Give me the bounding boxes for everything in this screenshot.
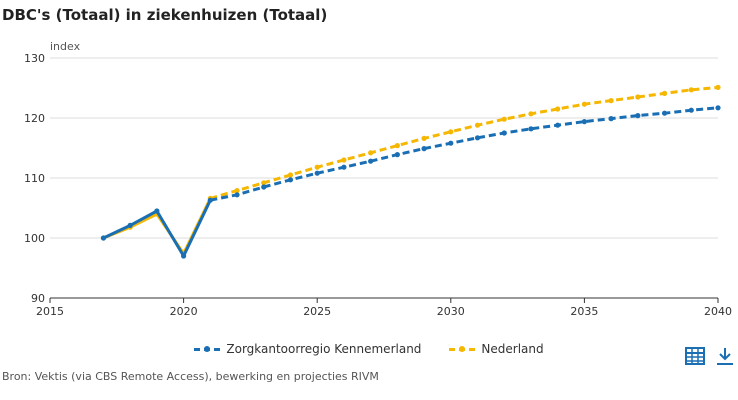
y-tick-label-120: 120: [24, 112, 45, 125]
x-tick-label-2020: 2020: [170, 305, 198, 318]
data-point-series-0-2035: [581, 119, 588, 125]
series-layer: [100, 84, 721, 259]
data-point-series-0-2023: [261, 184, 267, 190]
chart-area: 90 100 110 120 130 2015 2020 2025 2030 2035 2040 i…: [24, 40, 732, 318]
data-point-series-1-2025: [314, 164, 320, 170]
x-tick-label-2030: 2030: [437, 305, 465, 318]
gridlines: [50, 57, 718, 239]
data-point-series-0-2034: [555, 122, 561, 128]
y-tick-label-90: 90: [31, 292, 45, 305]
x-tick-label-2025: 2025: [303, 305, 331, 318]
table-icon[interactable]: [684, 345, 706, 367]
axes: 90 100 110 120 130 2015 2020 2025 2030 2035 2040: [24, 52, 732, 318]
source-note: Bron: Vektis (via CBS Remote Access), be…: [2, 370, 379, 383]
x-tick-label-2015: 2015: [36, 305, 64, 318]
data-point-series-0-2024: [287, 177, 294, 183]
y-tick-label-100: 100: [24, 232, 45, 245]
legend-label-series-1: Nederland: [481, 342, 544, 356]
data-point-series-1-2028: [394, 143, 400, 149]
legend-swatch-series-0: [194, 342, 221, 356]
data-point-series-1-2035: [581, 101, 588, 107]
data-point-series-1-2038: [661, 90, 668, 96]
data-point-series-0-2036: [608, 116, 614, 122]
series-line-projection-1: [209, 85, 719, 200]
data-point-series-1-2036: [608, 98, 614, 104]
data-point-series-1-2029: [421, 135, 427, 141]
chart-title: DBC's (Totaal) in ziekenhuizen (Totaal): [2, 6, 328, 24]
data-point-series-1-2033: [528, 111, 534, 117]
legend-label-series-0: Zorgkantoorregio Kennemerland: [226, 342, 422, 356]
data-point-series-0-2029: [421, 146, 427, 152]
data-point-series-0-2021: [207, 197, 213, 203]
data-point-series-0-2017: [100, 235, 107, 241]
data-point-series-0-2033: [528, 126, 534, 132]
data-point-series-1-2037: [635, 94, 641, 100]
data-point-series-1-2039: [688, 87, 694, 93]
y-tick-label-130: 130: [24, 52, 45, 65]
data-point-series-0-2020: [181, 253, 187, 259]
data-point-series-1-2026: [341, 157, 347, 163]
series-line-projection-0: [210, 106, 719, 202]
data-point-series-0-2022: [234, 192, 240, 198]
x-tick-label-2035: 2035: [570, 305, 598, 318]
data-point-series-0-2028: [394, 152, 400, 158]
data-point-series-0-2040: [715, 105, 721, 111]
x-tick-label-2040: 2040: [704, 305, 732, 318]
data-point-series-0-2030: [448, 140, 454, 146]
y-axis-label: index: [50, 40, 81, 53]
data-point-series-1-2032: [501, 116, 507, 122]
data-point-series-1-2022: [234, 188, 240, 194]
download-icon[interactable]: [714, 345, 736, 367]
y-tick-label-110: 110: [24, 172, 45, 185]
data-point-series-0-2039: [688, 107, 694, 113]
chart-actions: [684, 345, 736, 367]
data-point-series-1-2034: [555, 106, 561, 112]
data-point-series-0-2037: [635, 113, 641, 119]
legend: Zorgkantoorregio Kennemerland Nederland: [0, 342, 738, 356]
legend-item-series-0[interactable]: Zorgkantoorregio Kennemerland: [194, 342, 421, 356]
data-point-series-1-2024: [287, 172, 294, 178]
data-point-series-1-2031: [474, 122, 481, 128]
data-point-series-0-2038: [661, 110, 668, 116]
data-point-series-1-2023: [261, 180, 267, 186]
data-point-series-0-2025: [314, 170, 320, 176]
legend-swatch-series-1: [449, 342, 476, 356]
data-point-series-0-2031: [474, 135, 481, 141]
data-point-series-0-2032: [501, 130, 507, 136]
data-point-series-0-2027: [368, 158, 374, 164]
data-point-series-1-2027: [368, 150, 374, 156]
data-point-series-0-2018: [127, 222, 133, 228]
data-point-series-0-2026: [341, 164, 347, 170]
data-point-series-0-2019: [154, 208, 160, 214]
data-point-series-1-2040: [715, 84, 721, 90]
series-line-historical-1: [102, 197, 212, 256]
legend-item-series-1[interactable]: Nederland: [449, 342, 544, 356]
data-point-series-1-2030: [448, 129, 454, 135]
